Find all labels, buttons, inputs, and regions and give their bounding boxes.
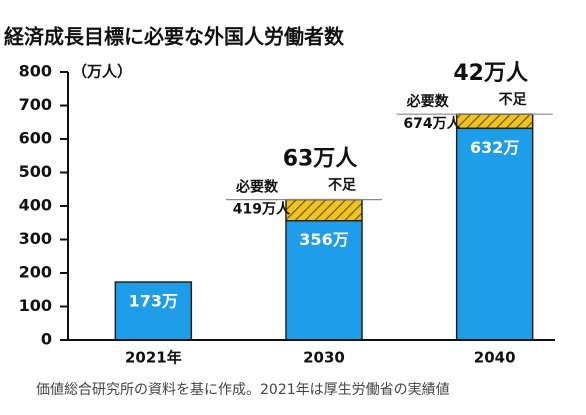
y-unit: （万人） — [72, 63, 132, 81]
y-tick-label: 200 — [19, 263, 52, 282]
y-tick-label: 800 — [19, 62, 52, 81]
bar-segment — [285, 198, 363, 222]
shortage-label: 63万人 — [283, 147, 358, 172]
y-tick-label: 600 — [19, 129, 52, 148]
required-name: 必要数 — [235, 179, 279, 196]
bar-segment — [455, 113, 534, 130]
bar-segment — [455, 127, 534, 341]
value-label: 173万 — [129, 292, 178, 311]
bar-segment — [285, 219, 363, 341]
x-tick-label: 2021年 — [125, 349, 182, 367]
x-tick-label: 2040 — [474, 349, 516, 367]
y-tick-label: 300 — [19, 229, 52, 248]
x-tick-label: 2030 — [303, 349, 345, 367]
required-label: 674万人 — [403, 115, 461, 132]
value-label: 356万 — [299, 230, 348, 249]
bar-segment — [114, 281, 193, 341]
shortage-note: 不足 — [499, 92, 528, 108]
shortage-note: 不足 — [328, 178, 357, 194]
footnote: 価値総合研究所の資料を基に作成。2021年は厚生労働省の実績値 — [36, 381, 450, 398]
value-label: 632万 — [470, 138, 519, 157]
required-label: 419万人 — [233, 201, 291, 218]
y-tick-label: 500 — [19, 162, 52, 181]
shortage-label: 42万人 — [453, 61, 528, 86]
required-name: 必要数 — [406, 93, 450, 110]
chart-title: 経済成長目標に必要な外国人労働者数 — [4, 25, 345, 49]
y-tick-label: 400 — [19, 196, 52, 215]
y-tick-label: 100 — [19, 296, 52, 315]
y-tick-label: 0 — [41, 330, 52, 349]
y-tick-label: 700 — [19, 95, 52, 114]
